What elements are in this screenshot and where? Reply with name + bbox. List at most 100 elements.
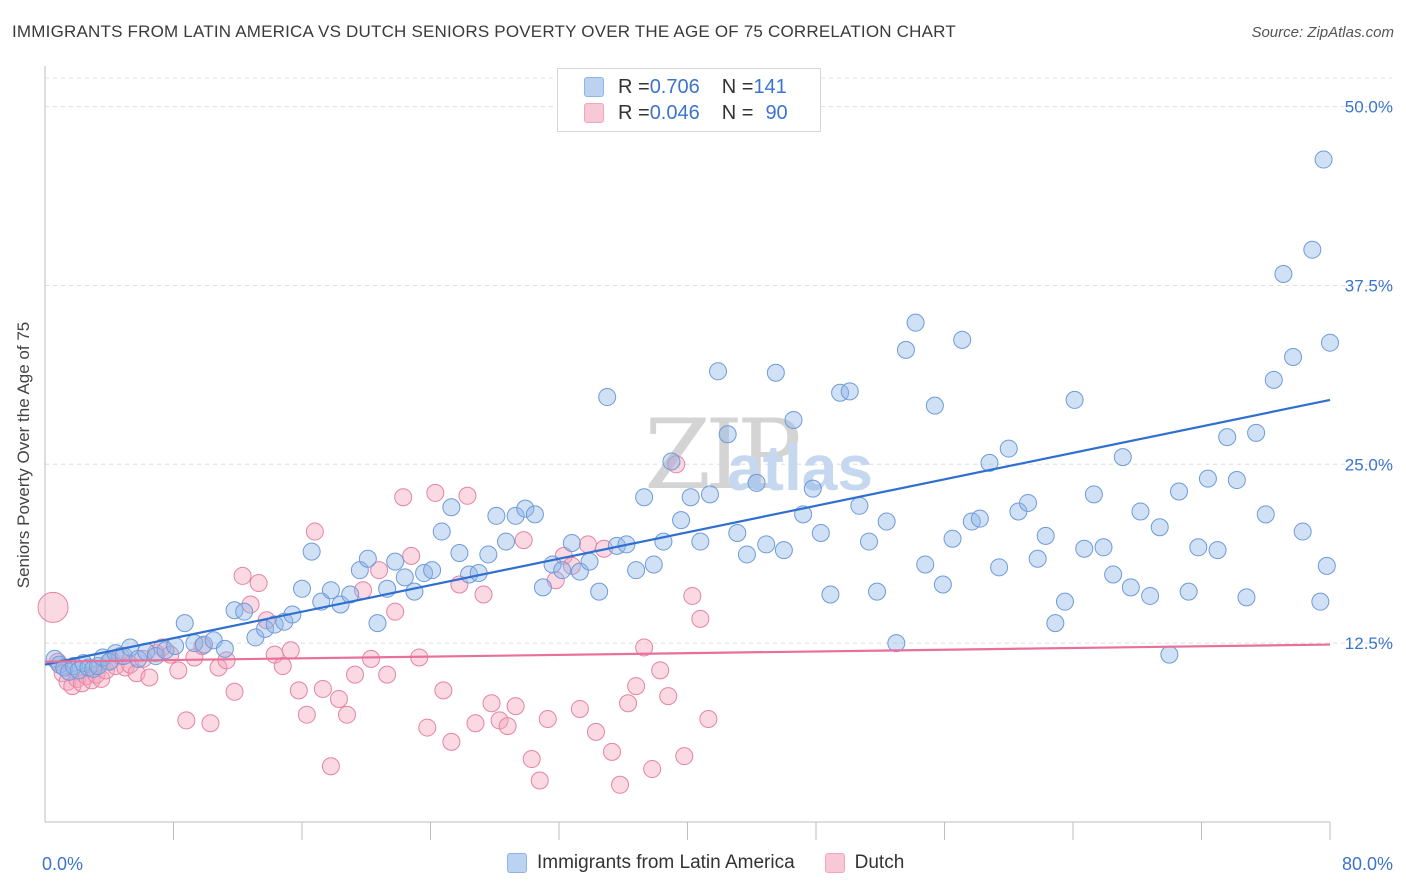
point-latin-america	[757, 535, 776, 554]
point-latin-america	[906, 313, 925, 332]
point-dutch	[586, 722, 605, 741]
point-latin-america	[1303, 240, 1322, 259]
point-dutch	[458, 486, 477, 505]
point-dutch	[699, 709, 718, 728]
point-dutch	[297, 705, 316, 724]
trend-line-latin-america	[44, 398, 1331, 666]
point-latin-america	[784, 410, 803, 429]
point-latin-america	[195, 635, 214, 654]
point-dutch	[37, 591, 69, 623]
point-latin-america	[553, 561, 572, 580]
point-latin-america	[737, 545, 756, 564]
point-dutch	[498, 717, 517, 736]
point-dutch	[201, 714, 220, 733]
legend-item-dutch[interactable]: Dutch	[824, 852, 905, 874]
point-latin-america	[970, 509, 989, 528]
point-latin-america	[516, 499, 535, 518]
point-latin-america	[525, 505, 544, 524]
point-latin-america	[1084, 485, 1103, 504]
y-tick-label: 12.5%	[1345, 634, 1393, 653]
n-value: 90	[765, 101, 788, 124]
point-latin-america	[580, 552, 599, 571]
point-latin-america	[728, 523, 747, 542]
point-dutch	[233, 566, 252, 585]
point-dutch	[643, 760, 662, 779]
point-latin-america	[850, 496, 869, 515]
point-dutch	[386, 602, 405, 621]
point-latin-america	[1121, 578, 1140, 597]
y-tick-label: 25.0%	[1345, 455, 1393, 474]
point-latin-america	[916, 555, 935, 574]
point-dutch	[603, 742, 622, 761]
point-latin-america	[662, 452, 681, 471]
point-dutch	[426, 483, 445, 502]
point-latin-america	[1150, 518, 1169, 537]
trend-line-dutch	[44, 643, 1331, 663]
point-latin-america	[60, 662, 79, 681]
point-dutch	[474, 585, 493, 604]
point-latin-america	[442, 498, 461, 517]
legend-label: Immigrants from Latin America	[537, 852, 795, 873]
point-latin-america	[1284, 348, 1303, 366]
legend-item-latin-america[interactable]: Immigrants from Latin America	[507, 852, 795, 874]
point-dutch	[362, 649, 381, 668]
point-dutch	[611, 775, 630, 794]
point-latin-america	[1227, 471, 1246, 490]
point-latin-america	[1293, 522, 1312, 541]
point-dutch	[273, 657, 292, 676]
point-latin-america	[1104, 565, 1123, 584]
legend-label: Dutch	[854, 852, 905, 873]
point-dutch	[225, 682, 244, 701]
point-latin-america	[811, 523, 830, 542]
point-latin-america	[1237, 588, 1256, 607]
x-tick-label: 0.0%	[42, 854, 83, 874]
point-latin-america	[570, 562, 589, 581]
point-latin-america	[341, 585, 360, 604]
stats-row-dutch: R = 0.046 N = 90	[584, 101, 788, 125]
point-latin-america	[635, 488, 654, 507]
point-latin-america	[877, 512, 896, 531]
r-label: R =	[618, 101, 650, 124]
point-latin-america	[774, 541, 793, 560]
point-dutch	[651, 661, 670, 680]
stats-row-latin-america: R = 0.706 N = 141	[584, 75, 787, 99]
y-tick-label: 50.0%	[1345, 98, 1393, 117]
r-value: 0.706	[649, 75, 700, 98]
point-latin-america	[691, 532, 710, 551]
n-label: N =	[721, 75, 754, 98]
point-latin-america	[1274, 265, 1293, 284]
legend-swatch-latin-america	[507, 853, 527, 873]
point-dutch	[442, 732, 461, 751]
data-points	[37, 150, 1339, 794]
source-credit: Source: ZipAtlas.com	[1251, 24, 1394, 41]
point-latin-america	[1170, 482, 1189, 501]
point-latin-america	[432, 522, 451, 541]
point-latin-america	[1160, 645, 1179, 664]
point-latin-america	[590, 582, 609, 601]
point-latin-america	[1113, 448, 1132, 467]
point-latin-america	[1314, 150, 1333, 169]
watermark-atlas: atlas	[727, 432, 873, 504]
point-dutch	[346, 665, 365, 684]
point-dutch	[305, 522, 324, 541]
point-dutch	[289, 681, 308, 700]
point-latin-america	[840, 382, 859, 401]
point-latin-america	[386, 552, 405, 571]
point-latin-america	[235, 602, 254, 621]
point-dutch	[683, 586, 702, 605]
point-dutch	[116, 658, 135, 677]
point-dutch	[281, 641, 300, 660]
point-dutch	[249, 574, 268, 593]
stats-legend: R = 0.706 N = 141 R = 0.046 N = 90	[557, 68, 821, 132]
point-latin-america	[533, 578, 552, 597]
point-latin-america	[747, 473, 766, 492]
point-latin-america	[1046, 614, 1065, 633]
point-latin-america	[1028, 549, 1047, 568]
point-dutch	[378, 665, 397, 684]
point-latin-america	[175, 614, 194, 633]
point-latin-america	[1179, 582, 1198, 601]
point-latin-america	[156, 641, 175, 660]
point-dutch	[675, 747, 694, 766]
point-latin-america	[1055, 592, 1074, 611]
point-latin-america	[368, 614, 387, 633]
